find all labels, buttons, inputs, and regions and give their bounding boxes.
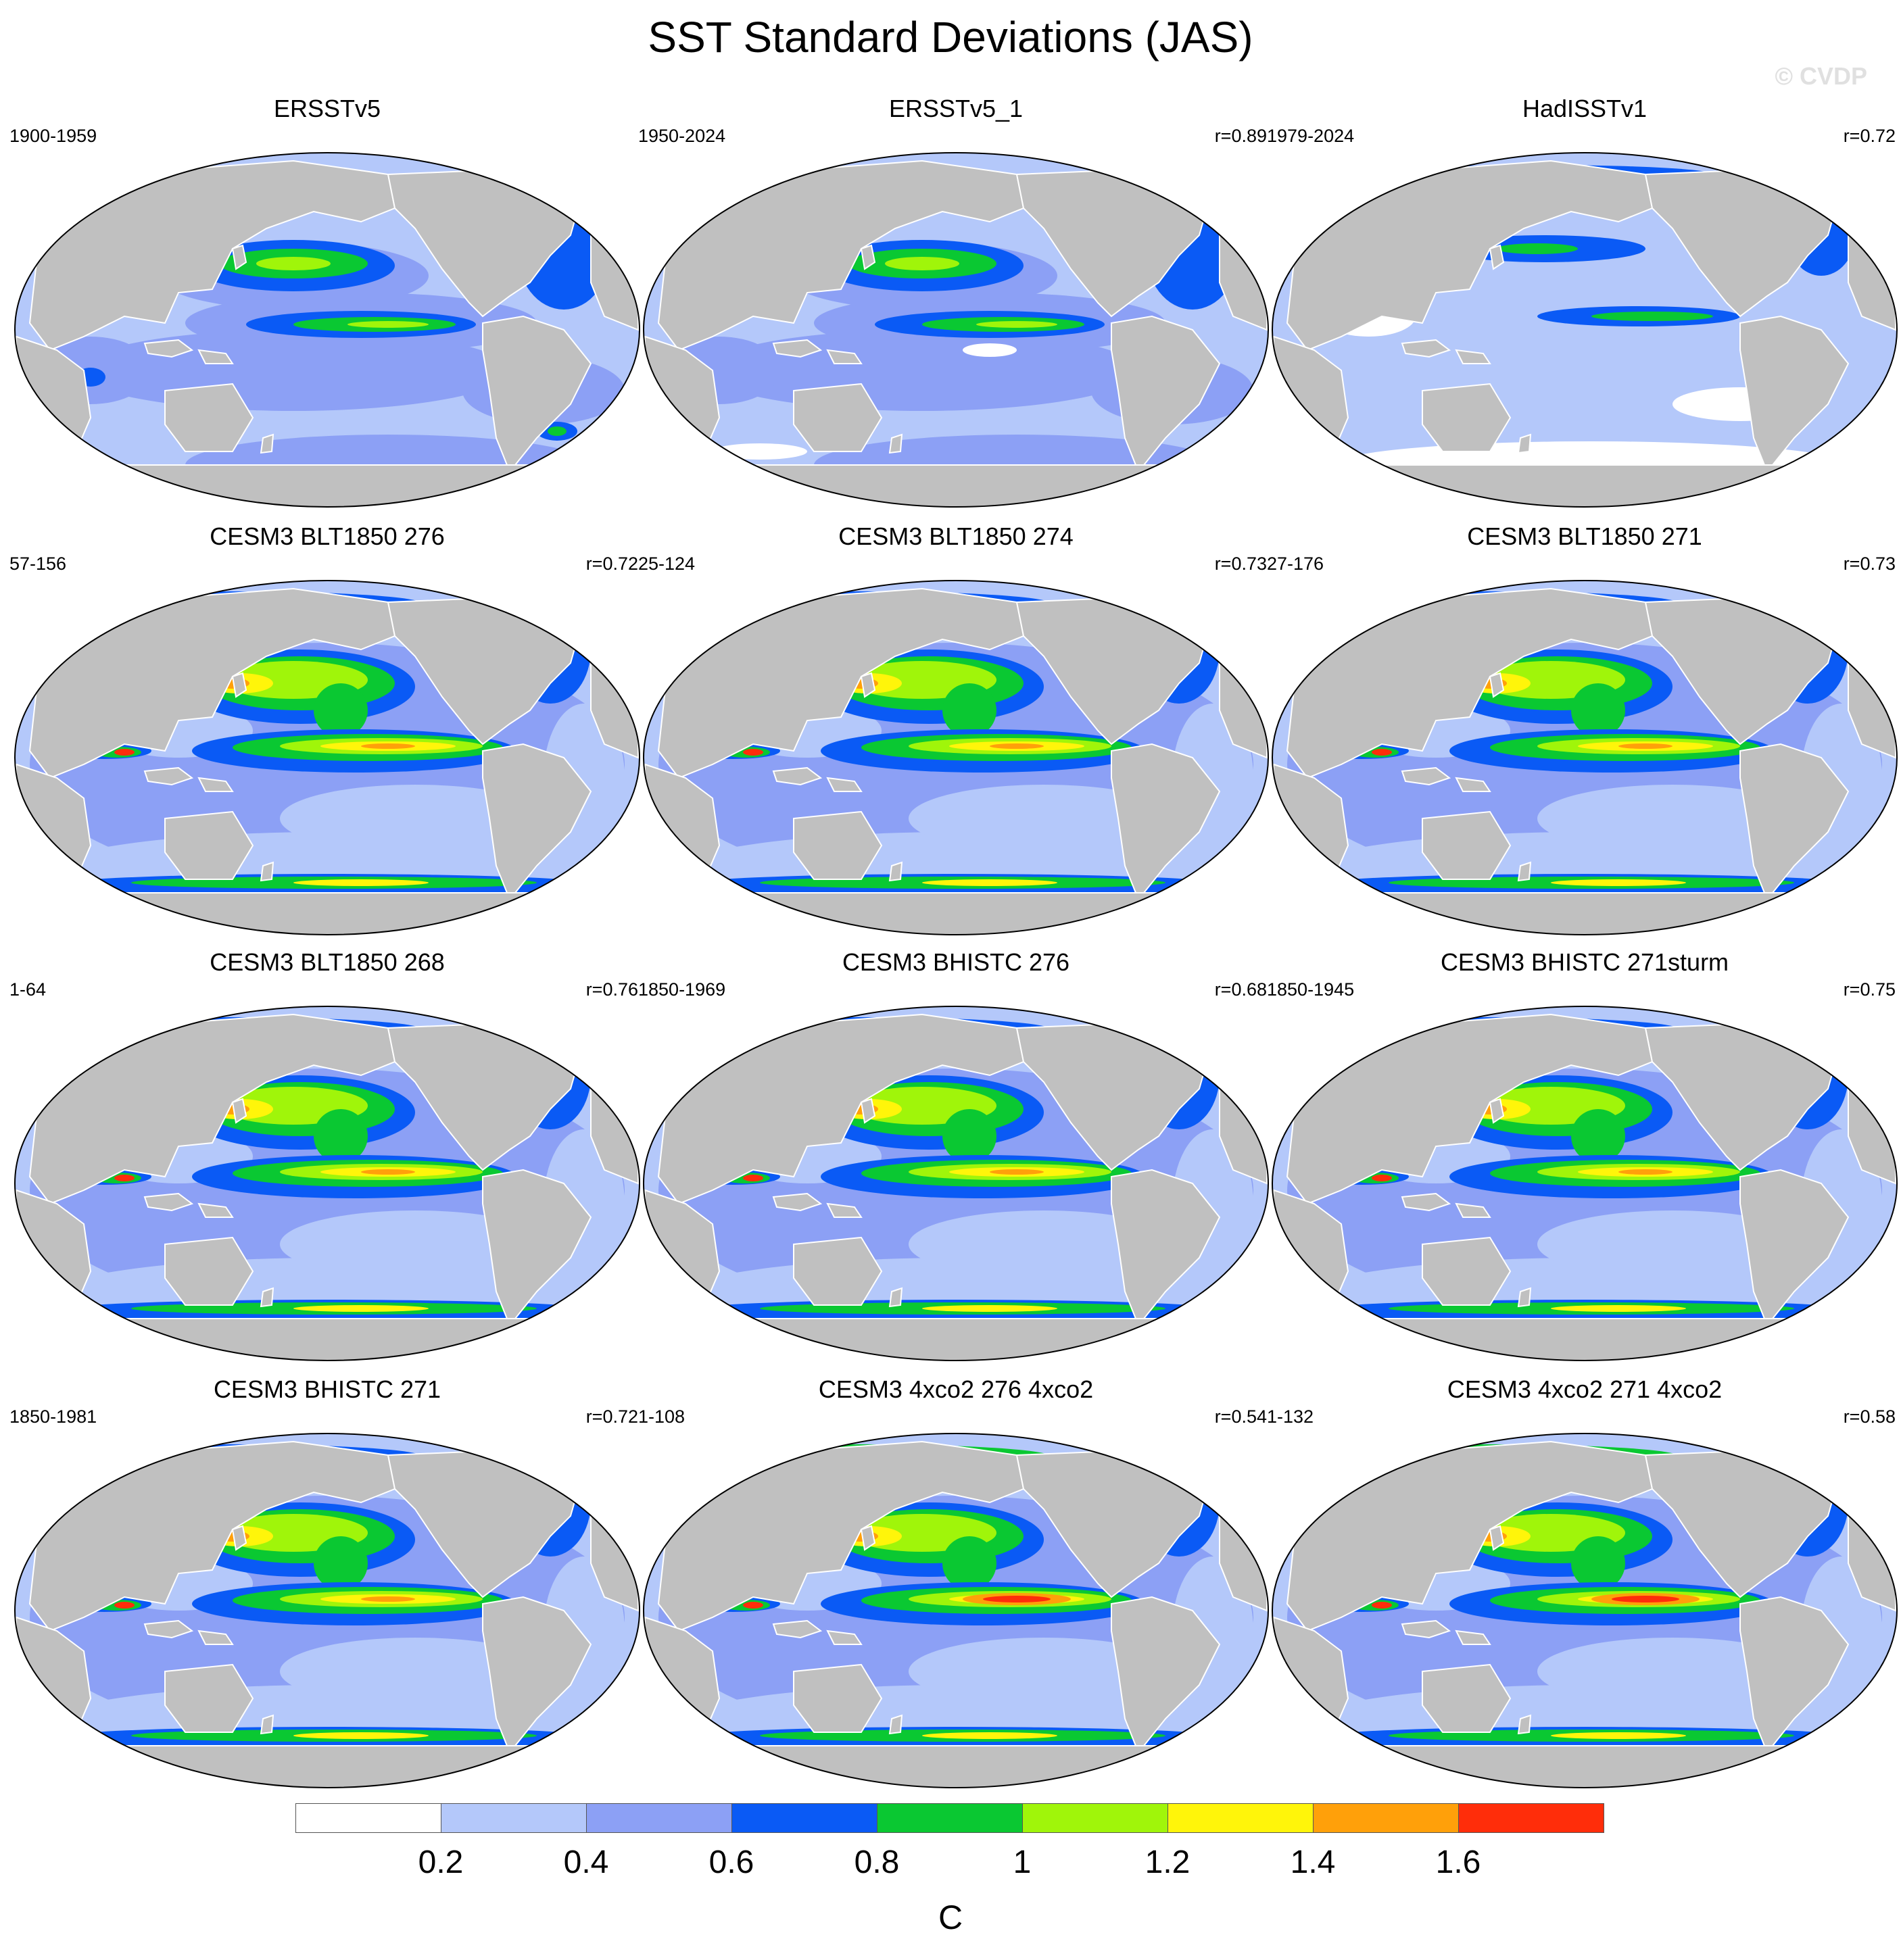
- globe-map: [1272, 152, 1898, 508]
- colorbar-tick-label: 1.6: [1435, 1844, 1481, 1880]
- globe-map: [1272, 1433, 1898, 1788]
- panel-years: 1-132: [1267, 1406, 1314, 1427]
- colorbar-swatch: [1313, 1803, 1459, 1833]
- panel-correlation: r=0.75: [1843, 979, 1896, 1000]
- colorbar-tick-label: 0.4: [563, 1844, 609, 1880]
- map-panel: HadISSTv1 1979-2024 r=0.72: [1267, 95, 1901, 514]
- panel-correlation: r=0.58: [1843, 1406, 1896, 1427]
- panel-years: 1850-1969: [638, 979, 726, 1000]
- map-panel: CESM3 BLT1850 276 57-156 r=0.72: [9, 522, 645, 941]
- panel-correlation: r=0.68: [1214, 979, 1267, 1000]
- panel-years: 57-156: [9, 554, 67, 574]
- panel-title: HadISSTv1: [1522, 95, 1647, 122]
- panel-title: CESM3 4xco2 276 4xco2: [818, 1375, 1094, 1403]
- panel-years: 1850-1945: [1267, 979, 1355, 1000]
- map-panel: CESM3 BHISTC 276 1850-1969 r=0.68: [638, 948, 1274, 1367]
- panel-years: 1979-2024: [1267, 126, 1355, 146]
- panel-title: CESM3 BHISTC 271sturm: [1440, 948, 1729, 976]
- panel-years: 1-64: [9, 979, 47, 1000]
- panel-years: 1850-1981: [9, 1406, 97, 1427]
- colorbar-tick-label: 0.2: [418, 1844, 464, 1880]
- panel-years: 27-176: [1267, 554, 1324, 574]
- colorbar-tick-label: 1.4: [1290, 1844, 1336, 1880]
- colorbar-tick-label: 0.8: [854, 1844, 900, 1880]
- panel-title: CESM3 BLT1850 276: [210, 522, 445, 550]
- colorbar-unit: C: [938, 1898, 963, 1936]
- colorbar-swatch: [586, 1803, 732, 1833]
- map-panel: CESM3 BLT1850 271 27-176 r=0.73: [1267, 522, 1901, 941]
- map-panel: ERSSTv5 1900-1959: [9, 95, 645, 514]
- map-panel: CESM3 BLT1850 268 1-64 r=0.76: [9, 948, 645, 1367]
- map-panel: CESM3 4xco2 271 4xco2 1-132 r=0.58: [1267, 1375, 1901, 1794]
- colorbar-swatch: [1022, 1803, 1168, 1833]
- colorbar-swatch: [1458, 1803, 1604, 1833]
- globe-map: [14, 580, 640, 935]
- colorbar-swatch: [1168, 1803, 1314, 1833]
- panel-title: ERSSTv5_1: [888, 95, 1024, 122]
- panel-title: CESM3 BHISTC 276: [842, 948, 1070, 976]
- colorbar-swatch: [877, 1803, 1023, 1833]
- copyright-watermark: © CVDP: [1775, 62, 1867, 90]
- colorbar: [295, 1803, 1604, 1834]
- panel-correlation: r=0.73: [1214, 554, 1267, 574]
- panel-title: CESM3 BLT1850 271: [1467, 522, 1702, 550]
- panel-title: ERSSTv5: [273, 95, 381, 122]
- globe-map: [643, 580, 1269, 935]
- globe-map: [1272, 580, 1898, 935]
- panel-correlation: r=0.54: [1214, 1406, 1267, 1427]
- colorbar-tick-label: 1.2: [1145, 1844, 1190, 1880]
- panel-correlation: r=0.72: [585, 1406, 638, 1427]
- panel-years: 25-124: [638, 554, 696, 574]
- map-panel: CESM3 4xco2 276 4xco2 1-108 r=0.54: [638, 1375, 1274, 1794]
- colorbar-swatch: [731, 1803, 877, 1833]
- globe-map: [14, 1006, 640, 1361]
- map-panel: CESM3 BLT1850 274 25-124 r=0.73: [638, 522, 1274, 941]
- colorbar-tick-label: 0.6: [708, 1844, 754, 1880]
- map-panel: CESM3 BHISTC 271 1850-1981 r=0.72: [9, 1375, 645, 1794]
- panel-title: CESM3 BLT1850 274: [838, 522, 1074, 550]
- panel-years: 1-108: [638, 1406, 685, 1427]
- globe-map: [14, 152, 640, 508]
- panel-correlation: r=0.89: [1214, 126, 1267, 146]
- panel-correlation: r=0.72: [585, 554, 638, 574]
- panel-title: CESM3 BHISTC 271: [213, 1375, 441, 1403]
- colorbar-swatch: [295, 1803, 441, 1833]
- globe-map: [643, 1433, 1269, 1788]
- globe-map: [643, 1006, 1269, 1361]
- panel-years: 1900-1959: [9, 126, 97, 146]
- figure-title: SST Standard Deviations (JAS): [648, 13, 1253, 62]
- colorbar-swatch: [441, 1803, 587, 1833]
- panel-correlation: r=0.72: [1843, 126, 1896, 146]
- panel-correlation: r=0.73: [1843, 554, 1896, 574]
- panel-correlation: r=0.76: [585, 979, 638, 1000]
- globe-map: [1272, 1006, 1898, 1361]
- colorbar-tick-label: 1: [1013, 1844, 1032, 1880]
- panel-years: 1950-2024: [638, 126, 726, 146]
- map-panel: ERSSTv5_1 1950-2024 r=0.89: [638, 95, 1274, 514]
- globe-map: [643, 152, 1269, 508]
- panel-title: CESM3 4xco2 271 4xco2: [1447, 1375, 1723, 1403]
- panel-title: CESM3 BLT1850 268: [210, 948, 445, 976]
- map-panel: CESM3 BHISTC 271sturm 1850-1945 r=0.75: [1267, 948, 1901, 1367]
- globe-map: [14, 1433, 640, 1788]
